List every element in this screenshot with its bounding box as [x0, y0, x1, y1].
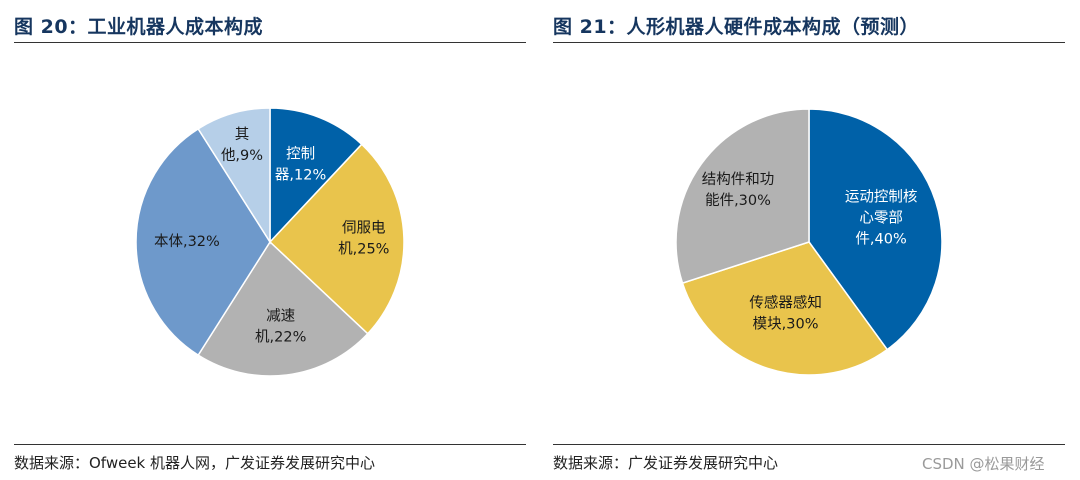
chart0-slice-2	[197, 240, 369, 377]
figure-20-title: 图 20：工业机器人成本构成	[14, 16, 264, 38]
chart0-slice-3-label-line-0: 本体,32%	[154, 233, 220, 250]
chart0-slice-1-label: 伺服电机,25%	[338, 220, 389, 258]
chart0-slice-0-label-line-0: 控制	[286, 145, 315, 162]
figure-20-source: 数据来源：Ofweek 机器人网，广发证券发展研究中心	[14, 454, 376, 472]
chart1-slice-0-label: 运动控制核心零部件,40%	[845, 189, 918, 248]
figure-21-top-rule	[553, 42, 1065, 43]
chart1-slice-0-label-line-2: 件,40%	[855, 231, 906, 248]
chart1-slice-2-label: 结构件和功能件,30%	[702, 171, 775, 209]
figure-21-pie-chart: 运动控制核心零部件,40% 传感器感知模块,30% 结构件和功能件,30%	[675, 108, 943, 376]
figure-21-source: 数据来源：广发证券发展研究中心	[553, 454, 779, 472]
chart0-slice-1-label-line-0: 伺服电	[342, 220, 386, 237]
chart0-slice-4	[197, 107, 271, 245]
chart1-slice-0-label-line-1: 心零部	[859, 210, 903, 227]
chart1-slice-0-label-line-0: 运动控制核	[845, 189, 918, 206]
chart0-slice-2-label-line-0: 减速	[266, 308, 295, 325]
chart0-slice-3-label: 本体,32%	[154, 233, 220, 250]
chart1-slice-2	[675, 108, 810, 285]
chart0-slice-0-label-line-1: 器,12%	[275, 167, 326, 183]
chart0-slice-4-label-line-0: 其	[235, 126, 250, 143]
chart0-slice-2-label: 减速机,22%	[255, 308, 306, 346]
chart0-slice-0	[269, 107, 363, 244]
chart0-slice-3	[135, 127, 271, 357]
figure-20-pie-chart: 控制器,12% 伺服电机,25% 减速机,22% 本体,32% 其他,9%	[135, 107, 405, 377]
chart0-slice-1	[268, 143, 405, 335]
chart0-slice-1-label-line-1: 机,25%	[338, 241, 389, 258]
chart1-slice-2-label-line-1: 能件,30%	[705, 192, 771, 209]
chart0-slice-4-label-line-1: 他,9%	[221, 147, 263, 164]
chart0-slice-0-label: 控制器,12%	[275, 145, 326, 183]
figure-21-title: 图 21：人形机器人硬件成本构成（预测）	[553, 16, 920, 38]
chart0-slice-4-label: 其他,9%	[221, 126, 263, 164]
chart0-slice-2-label-line-1: 机,22%	[255, 329, 306, 346]
chart1-slice-1-label-line-1: 模块,30%	[753, 316, 819, 333]
figure-21-bottom-rule	[553, 444, 1065, 445]
figure-20-bottom-rule	[14, 444, 526, 445]
figure-20-top-rule	[14, 42, 526, 43]
chart1-slice-1-label: 传感器感知模块,30%	[749, 295, 822, 333]
chart1-slice-0	[808, 108, 943, 351]
chart1-slice-2-label-line-0: 结构件和功	[702, 171, 775, 188]
csdn-watermark: CSDN @松果财经	[922, 455, 1045, 473]
chart1-slice-1-label-line-0: 传感器感知	[749, 295, 822, 312]
chart1-slice-1	[681, 241, 889, 376]
